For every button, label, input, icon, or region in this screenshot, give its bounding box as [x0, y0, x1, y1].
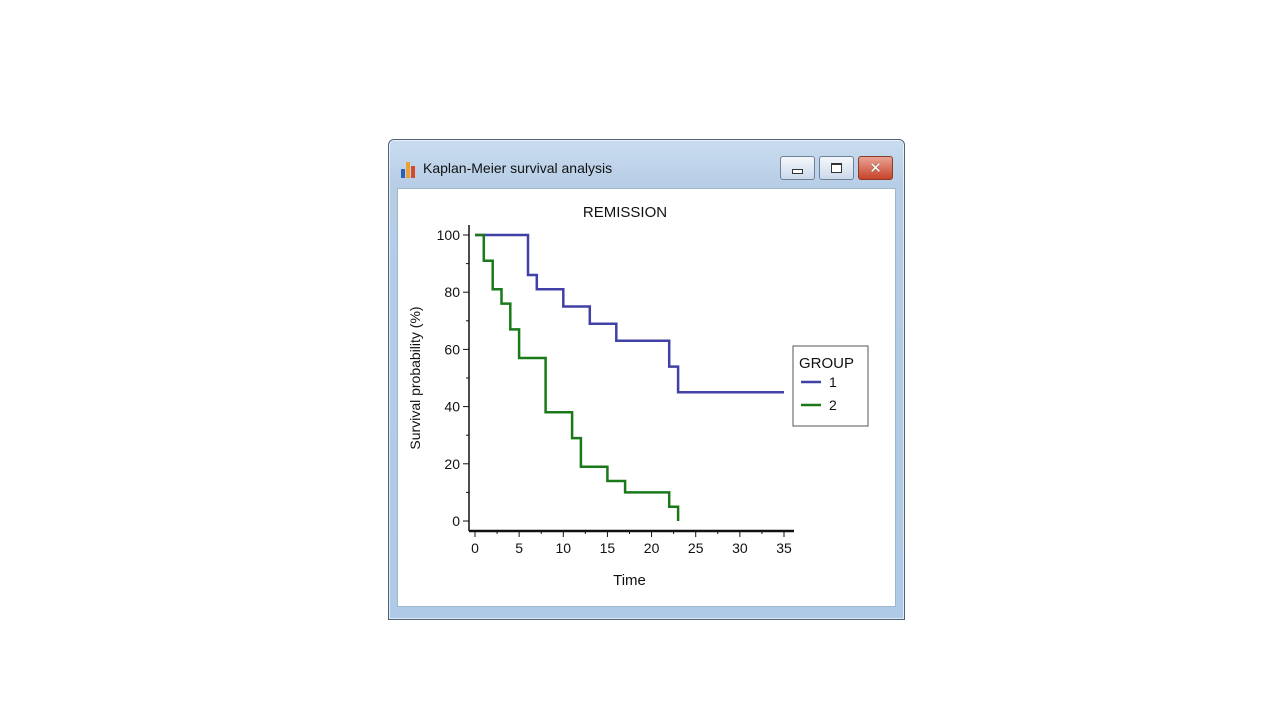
- series-line-group-2: [475, 233, 680, 521]
- window-title: Kaplan-Meier survival analysis: [423, 160, 613, 176]
- axes: 0 5 10 15 20 25 30 35 0 20 40 60 80 100: [437, 225, 794, 556]
- x-tick-label: 0: [471, 540, 479, 556]
- x-tick-label: 10: [555, 540, 571, 556]
- x-tick-label: 5: [515, 540, 523, 556]
- minimize-button[interactable]: [780, 156, 815, 180]
- y-tick-label: 0: [452, 513, 460, 529]
- x-axis-label: Time: [613, 572, 646, 589]
- x-tick-label: 25: [688, 540, 704, 556]
- close-button[interactable]: ✕: [858, 156, 893, 180]
- legend-title: GROUP: [799, 355, 854, 372]
- series-line-group-1: [475, 233, 784, 394]
- y-tick-label: 80: [444, 284, 460, 300]
- minimize-icon: [781, 157, 814, 179]
- chart-area: REMISSION Survival probability (%) Time …: [397, 188, 896, 607]
- x-tick-label: 35: [776, 540, 792, 556]
- y-tick-label: 100: [437, 227, 461, 243]
- legend-label-group-2: 2: [829, 397, 837, 413]
- x-tick-label: 30: [732, 540, 748, 556]
- y-tick-label: 40: [444, 399, 460, 415]
- legend-box: [792, 345, 869, 427]
- km-chart: REMISSION Survival probability (%) Time …: [407, 204, 869, 589]
- chart-title: REMISSION: [583, 204, 667, 221]
- chart-window: Kaplan-Meier survival analysis ✕ REMISSI…: [388, 139, 905, 620]
- x-tick-label: 15: [600, 540, 616, 556]
- survival-curves: [475, 233, 784, 521]
- title-bar[interactable]: Kaplan-Meier survival analysis ✕: [389, 140, 904, 187]
- x-tick-label: 20: [644, 540, 660, 556]
- legend: GROUP 1 2: [792, 345, 869, 427]
- close-icon: ✕: [869, 159, 882, 177]
- y-tick-label: 60: [444, 341, 460, 357]
- legend-label-group-1: 1: [829, 374, 837, 390]
- maximize-icon: [820, 157, 853, 179]
- maximize-button[interactable]: [819, 156, 854, 180]
- bar-chart-icon: [401, 162, 417, 178]
- y-tick-label: 20: [444, 456, 460, 472]
- y-axis-label: Survival probability (%): [407, 306, 423, 449]
